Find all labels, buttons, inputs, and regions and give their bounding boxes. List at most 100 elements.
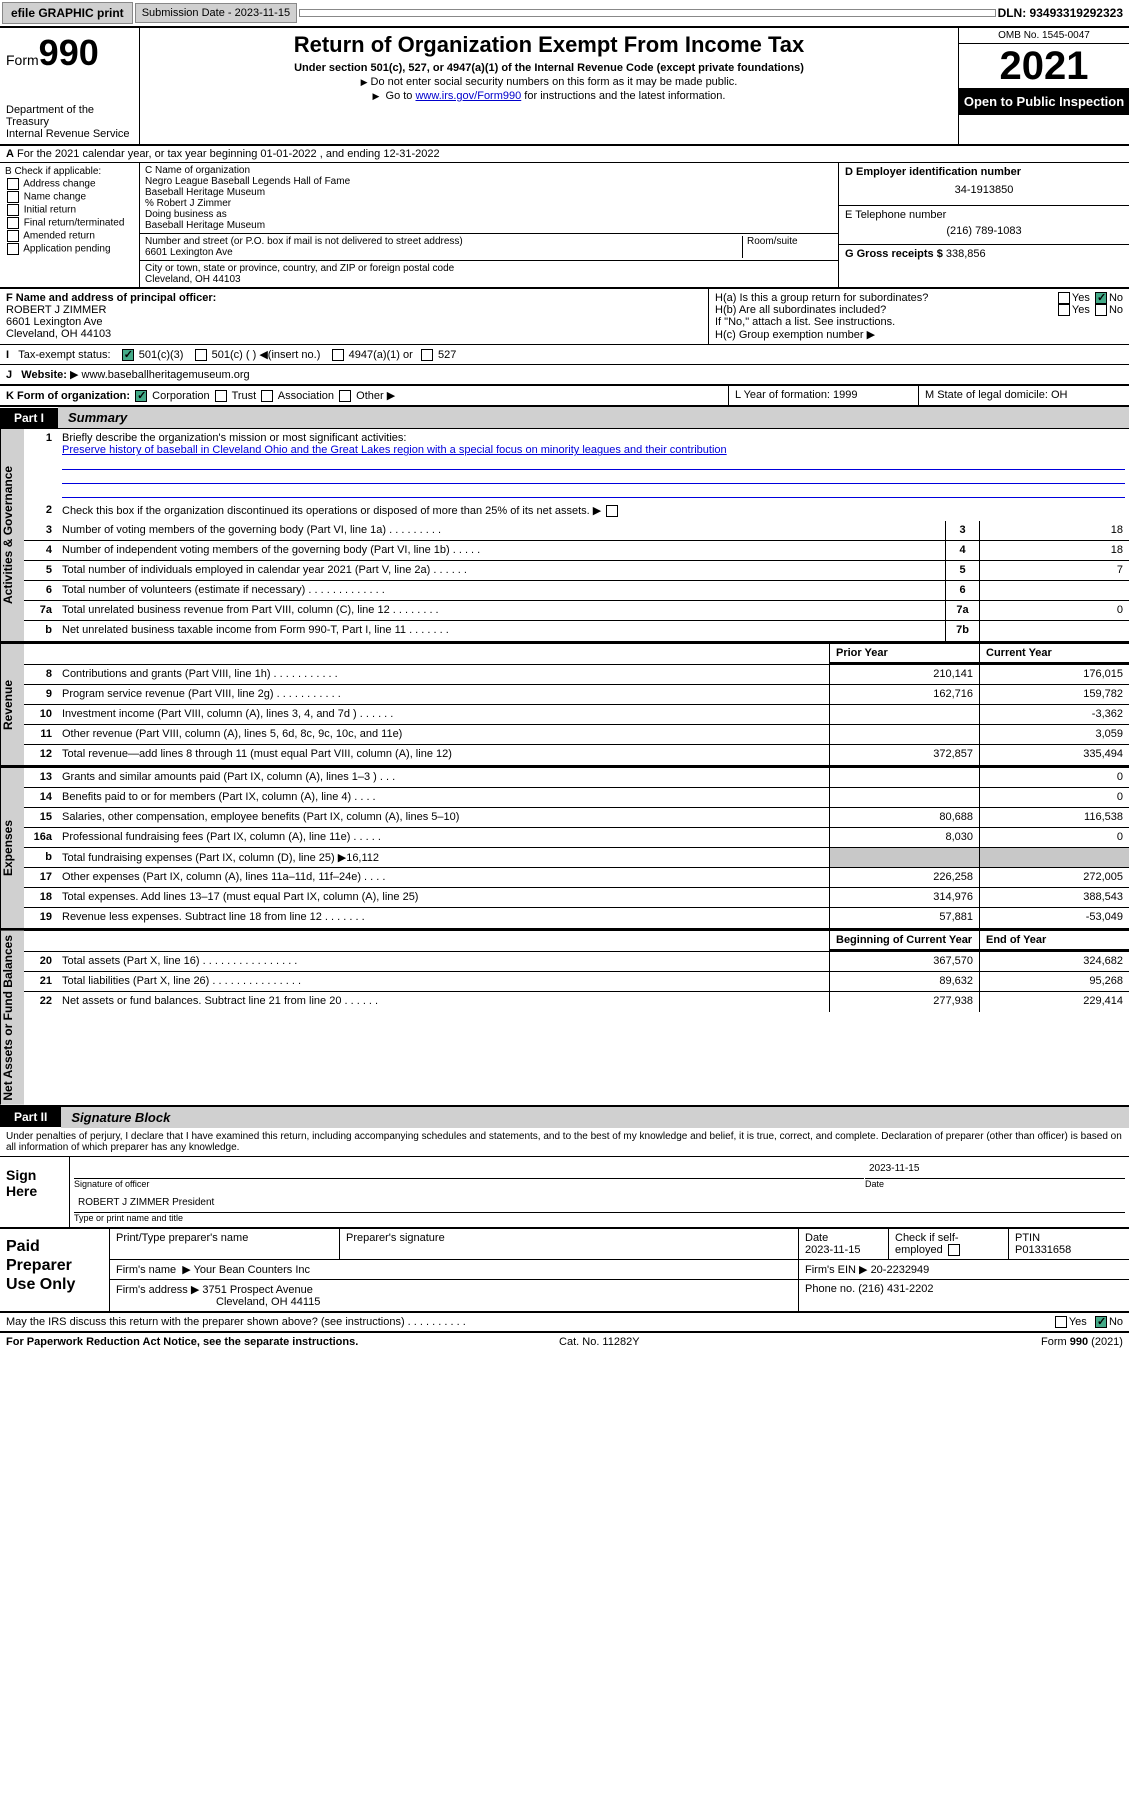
end-year-hdr: End of Year (979, 931, 1129, 951)
line-16b-curr (979, 848, 1129, 867)
ein-value: 34-1913850 (845, 178, 1123, 202)
line-2-text: Check this box if the organization disco… (58, 501, 1129, 521)
check-501c3[interactable] (122, 349, 134, 361)
check-application-pending[interactable]: Application pending (5, 243, 134, 255)
box-b: B Check if applicable: Address change Na… (0, 163, 140, 287)
line-12-text: Total revenue—add lines 8 through 11 (mu… (58, 745, 829, 765)
ha-no[interactable] (1095, 292, 1107, 304)
k-label: K Form of organization: (6, 390, 130, 402)
irs-link[interactable]: www.irs.gov/Form990 (415, 90, 521, 102)
check-501c[interactable] (195, 349, 207, 361)
part2-tag: Part II (0, 1107, 61, 1127)
line-18-text: Total expenses. Add lines 13–17 (must eq… (58, 888, 829, 907)
line-7b-text: Net unrelated business taxable income fr… (58, 621, 945, 641)
tel-label: E Telephone number (845, 209, 1123, 221)
check-corp[interactable] (135, 390, 147, 402)
line-7a-val: 0 (979, 601, 1129, 620)
h-note: If "No," attach a list. See instructions… (715, 316, 1123, 328)
line-2-num: 2 (24, 501, 58, 521)
check-name-change[interactable]: Name change (5, 191, 134, 203)
opt-4947: 4947(a)(1) or (349, 349, 413, 361)
line-17-prior: 226,258 (829, 868, 979, 887)
no-lbl: No (1109, 1316, 1123, 1328)
discuss-yes[interactable] (1055, 1316, 1067, 1328)
part1-tag: Part I (0, 408, 58, 428)
gross-section: G Gross receipts $ 338,856 (839, 245, 1129, 263)
h-b: H(b) Are all subordinates included? (715, 304, 886, 316)
line-16b-num: b (24, 848, 58, 867)
check-trust[interactable] (215, 390, 227, 402)
l1-prompt: Briefly describe the organization's miss… (62, 432, 406, 444)
officer-name: ROBERT J ZIMMER (6, 304, 702, 316)
side-netassets: Net Assets or Fund Balances (0, 931, 24, 1105)
opt-527: 527 (438, 349, 456, 361)
line-4-val: 18 (979, 541, 1129, 560)
no-lbl: No (1109, 292, 1123, 304)
check-other[interactable] (339, 390, 351, 402)
line-7a-box: 7a (945, 601, 979, 620)
line-3-val: 18 (979, 521, 1129, 540)
line-21-curr: 95,268 (979, 972, 1129, 991)
line-6-box: 6 (945, 581, 979, 600)
header-sub1: Under section 501(c), 527, or 4947(a)(1)… (148, 62, 950, 74)
sig-date: 2023-11-15 (865, 1161, 1125, 1179)
line-9-num: 9 (24, 685, 58, 704)
ein-section: D Employer identification number 34-1913… (839, 163, 1129, 206)
opt-other: Other (356, 390, 384, 402)
cat-no: Cat. No. 11282Y (559, 1336, 640, 1348)
firm-label: Firm's name (116, 1264, 176, 1276)
line-15-num: 15 (24, 808, 58, 827)
line-6-num: 6 (24, 581, 58, 600)
hb-yes[interactable] (1058, 304, 1070, 316)
line-8-curr: 176,015 (979, 665, 1129, 684)
line-7a-num: 7a (24, 601, 58, 620)
inspection-label: Open to Public Inspection (959, 88, 1129, 115)
check-address-change[interactable]: Address change (5, 178, 134, 190)
check-4947[interactable] (332, 349, 344, 361)
irs-label: Internal Revenue Service (6, 128, 133, 140)
line-6-val (979, 581, 1129, 600)
efile-print-button[interactable]: efile GRAPHIC print (2, 2, 133, 24)
city-state-zip: Cleveland, OH 44103 (145, 274, 833, 285)
check-527[interactable] (421, 349, 433, 361)
line-7b-num: b (24, 621, 58, 641)
officer-name-title: ROBERT J ZIMMER President (74, 1195, 1125, 1213)
ptin-hdr: PTIN (1015, 1232, 1040, 1244)
check-amended[interactable]: Amended return (5, 230, 134, 242)
insert-no: (insert no.) (268, 349, 321, 361)
hb-no[interactable] (1095, 304, 1107, 316)
check-final-return[interactable]: Final return/terminated (5, 217, 134, 229)
ck-lbl: Amended return (23, 231, 95, 242)
line-5-text: Total number of individuals employed in … (58, 561, 945, 580)
line-21-prior: 89,632 (829, 972, 979, 991)
h-c: H(c) Group exemption number (715, 329, 864, 341)
check-initial-return[interactable]: Initial return (5, 204, 134, 216)
ha-yes[interactable] (1058, 292, 1070, 304)
ck-lbl: Address change (23, 179, 95, 190)
line-9-prior: 162,716 (829, 685, 979, 704)
check-assoc[interactable] (261, 390, 273, 402)
care-of: % Robert J Zimmer (145, 198, 833, 209)
firm-phone-label: Phone no. (805, 1283, 855, 1295)
line-9-text: Program service revenue (Part VIII, line… (58, 685, 829, 704)
bc-row: B Check if applicable: Address change Na… (0, 163, 1129, 289)
city-label: City or town, state or province, country… (145, 263, 833, 274)
line-11-num: 11 (24, 725, 58, 744)
check-selfemp[interactable] (948, 1244, 960, 1256)
line-4-num: 4 (24, 541, 58, 560)
dln-label: DLN: 93493319292323 (998, 6, 1127, 20)
discuss-question: May the IRS discuss this return with the… (6, 1316, 466, 1328)
check-discontinued[interactable] (606, 505, 618, 517)
part2-header: Part II Signature Block (0, 1107, 1129, 1128)
discuss-no[interactable] (1095, 1316, 1107, 1328)
line-13-text: Grants and similar amounts paid (Part IX… (58, 768, 829, 787)
website-url: www.baseballheritagemuseum.org (82, 369, 250, 381)
part1-header: Part I Summary (0, 407, 1129, 428)
header-middle: Return of Organization Exempt From Incom… (140, 28, 959, 144)
line-22-curr: 229,414 (979, 992, 1129, 1012)
line-21-text: Total liabilities (Part X, line 26) . . … (58, 972, 829, 991)
line-22-text: Net assets or fund balances. Subtract li… (58, 992, 829, 1012)
line-13-num: 13 (24, 768, 58, 787)
yes-lbl: Yes (1069, 1316, 1087, 1328)
sign-here-label: Sign Here (0, 1157, 70, 1227)
